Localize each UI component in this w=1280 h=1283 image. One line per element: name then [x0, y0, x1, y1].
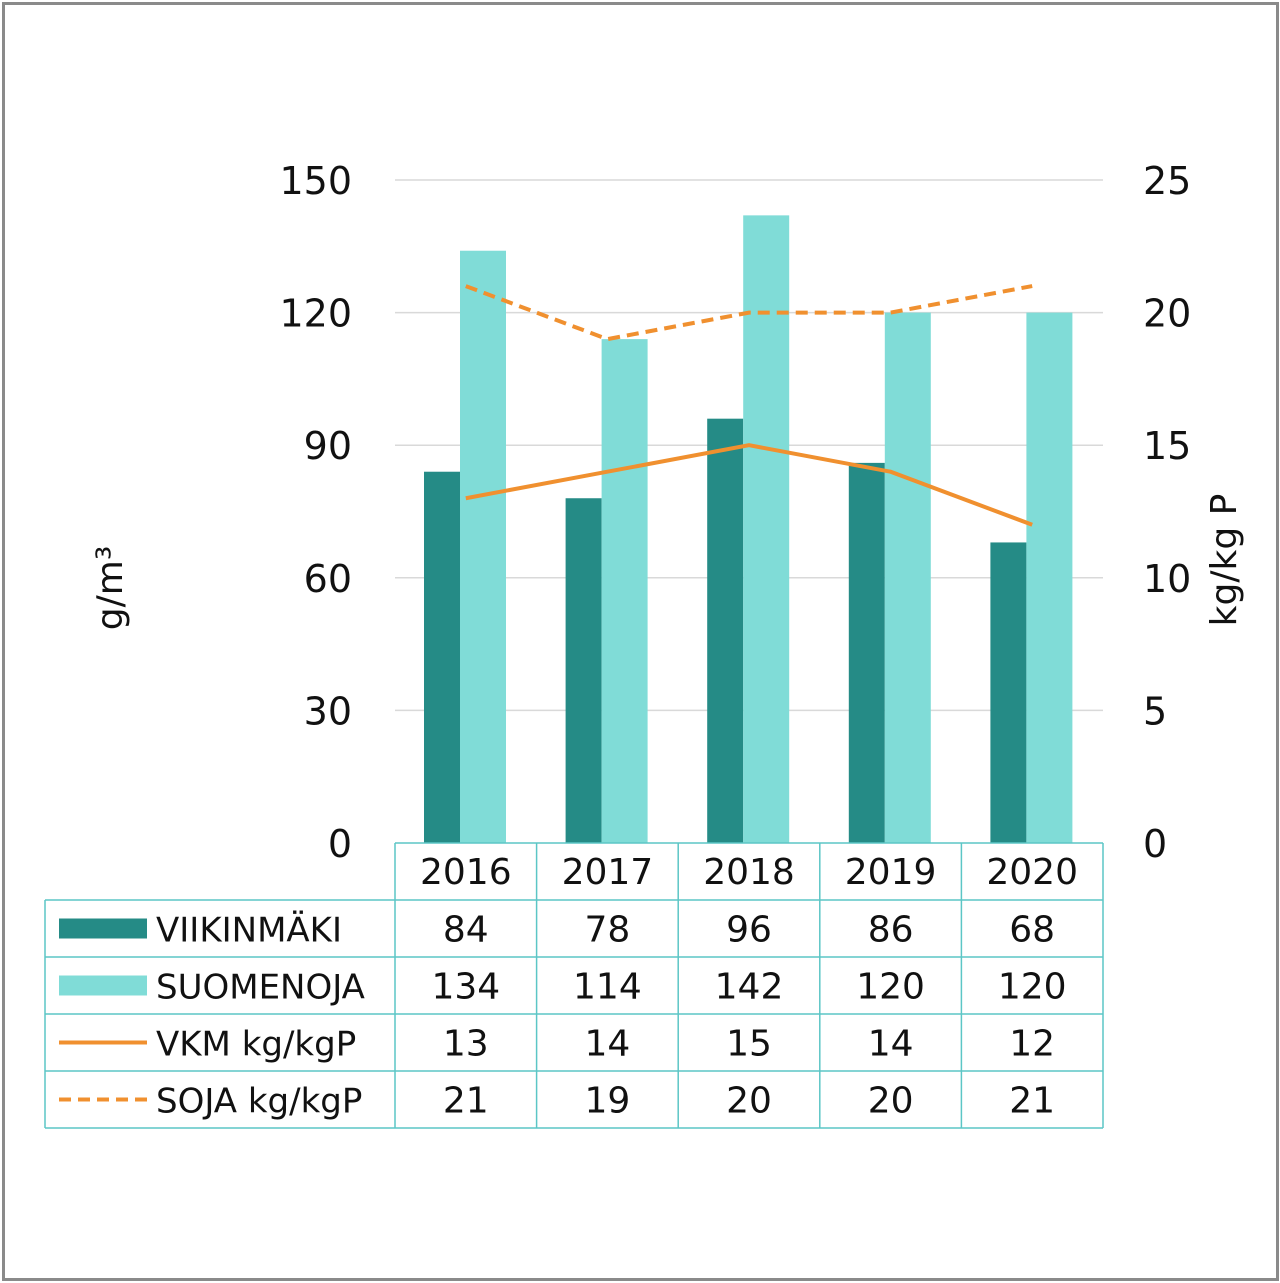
table-cell: 68 [1009, 910, 1055, 951]
table-header-year: 2016 [420, 852, 512, 893]
line-sojakgkgp [465, 284, 1033, 342]
table-cell: 120 [998, 967, 1067, 1008]
left-tick-label: 60 [304, 557, 352, 601]
right-tick-label: 20 [1143, 292, 1191, 336]
table-cell: 114 [573, 967, 642, 1008]
right-axis-title: kg/kg P [1204, 494, 1245, 627]
left-tick-label: 90 [304, 424, 352, 468]
bar-viikinmki-2018 [707, 418, 744, 843]
table-cell: 19 [584, 1081, 630, 1122]
table-cell: 12 [1009, 1024, 1055, 1065]
table-cell: 78 [584, 910, 630, 951]
bar-suomenoja-2017 [601, 339, 648, 843]
table-cell: 20 [868, 1081, 914, 1122]
table-cell: 142 [715, 967, 784, 1008]
right-tick-label: 0 [1143, 822, 1167, 866]
legend-label: SOJA kg/kgP [156, 1082, 362, 1122]
table-cell: 21 [443, 1081, 489, 1122]
right-tick-label: 5 [1143, 689, 1167, 733]
bar-viikinmki-2019 [848, 462, 885, 843]
table-cell: 14 [584, 1024, 630, 1065]
left-tick-label: 0 [328, 822, 352, 866]
table-cell: 20 [726, 1081, 772, 1122]
line-vkmkgkgp [465, 443, 1033, 527]
left-tick-label: 150 [279, 159, 352, 203]
table-cell: 13 [443, 1024, 489, 1065]
bar-suomenoja-2020 [1026, 312, 1073, 844]
legend-label: VIIKINMÄKI [156, 911, 342, 951]
table-cell: 120 [856, 967, 925, 1008]
table-header-year: 2018 [703, 852, 795, 893]
table-cell: 15 [726, 1024, 772, 1065]
right-tick-label: 10 [1143, 557, 1191, 601]
bar-suomenoja-2016 [460, 250, 506, 844]
table-cell: 134 [431, 967, 500, 1008]
table-cell: 84 [443, 910, 489, 951]
bar-viikinmki-2016 [424, 471, 460, 843]
table-cell: 96 [726, 910, 772, 951]
legend-label: SUOMENOJA [156, 968, 365, 1008]
legend-label: VKM kg/kgP [156, 1025, 356, 1065]
right-tick-label: 15 [1143, 424, 1191, 468]
bar-suomenoja-2019 [884, 312, 931, 844]
left-tick-label: 120 [279, 292, 352, 336]
table-cell: 14 [868, 1024, 914, 1065]
left-tick-label: 30 [304, 689, 352, 733]
bar-viikinmki-2020 [990, 542, 1027, 843]
legend-swatch [59, 975, 147, 996]
right-tick-label: 25 [1143, 159, 1191, 203]
table-header-year: 2017 [562, 852, 654, 893]
table-cell: 86 [868, 910, 914, 951]
legend-swatch [59, 918, 147, 939]
bar-suomenoja-2018 [743, 215, 790, 844]
table-header-year: 2020 [986, 852, 1078, 893]
bar-viikinmki-2017 [565, 498, 602, 843]
left-axis-title: g/m³ [90, 546, 131, 630]
table-cell: 21 [1009, 1081, 1055, 1122]
table-header-year: 2019 [845, 852, 937, 893]
